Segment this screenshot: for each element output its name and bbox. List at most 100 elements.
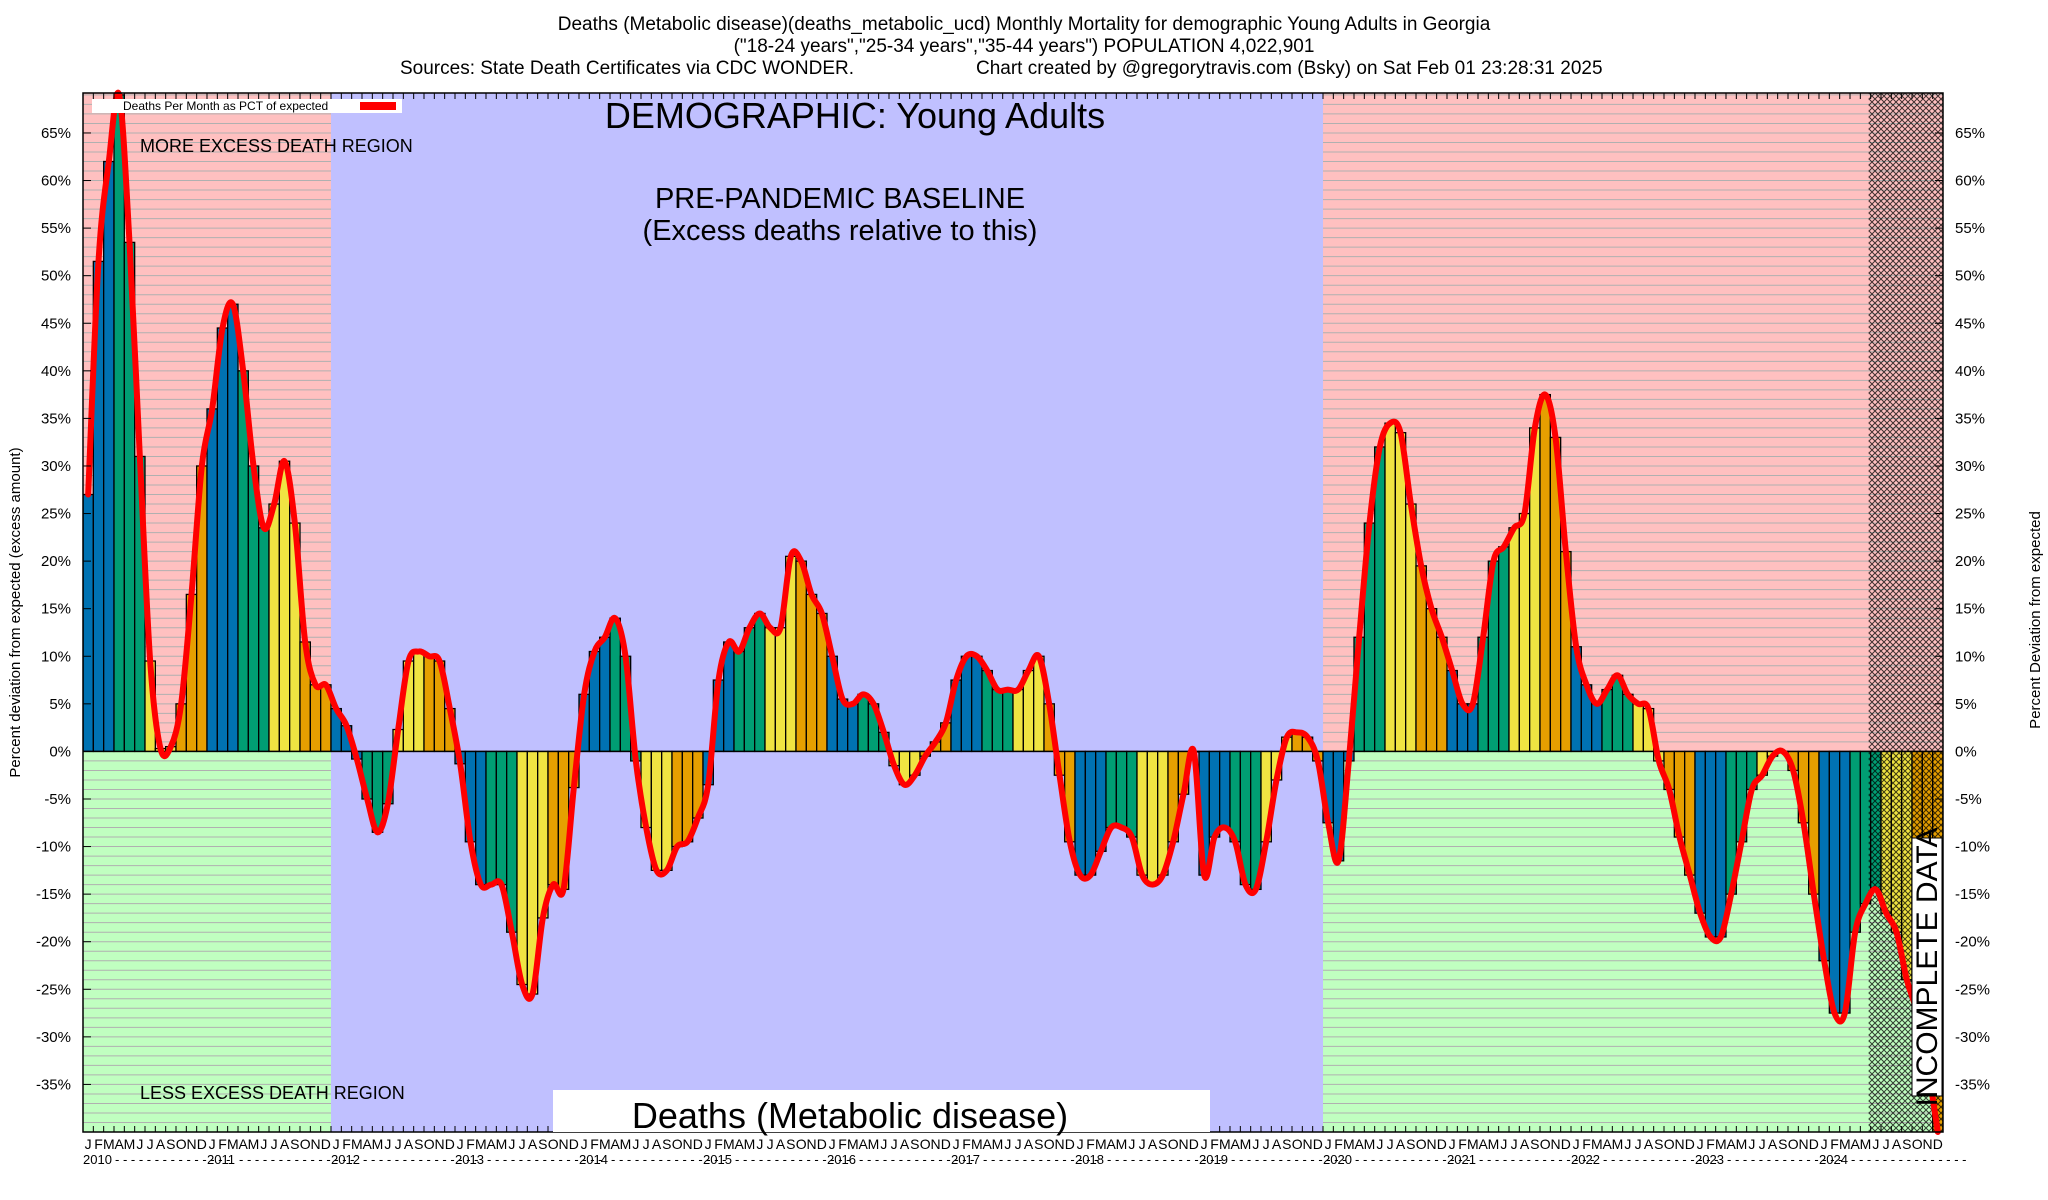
x-month-label: O <box>548 1136 559 1152</box>
y-tick-label-right: 55% <box>1955 220 1985 237</box>
x-month-label: F <box>342 1136 351 1152</box>
bar <box>971 655 983 753</box>
x-month-label: S <box>1282 1136 1291 1152</box>
x-month-label: J <box>1748 1136 1755 1152</box>
x-month-label: A <box>1520 1136 1530 1152</box>
y-tick-label-right: 15% <box>1955 601 1985 618</box>
bar <box>743 627 756 753</box>
baseline-region <box>331 93 1323 1132</box>
x-month-label: A <box>486 1136 496 1152</box>
x-year-dashes: - - - - - - - - - - - - - - - <box>1231 1152 1347 1167</box>
x-month-label: N <box>930 1136 940 1152</box>
cause-box <box>553 1090 1210 1132</box>
trend-line <box>85 89 1941 1135</box>
x-month-label: S <box>290 1136 299 1152</box>
x-year-label: 2021 <box>1447 1152 1476 1167</box>
x-year-dashes: - - - - - - - - - - - - - - - <box>1603 1152 1719 1167</box>
x-month-label: D <box>569 1136 579 1152</box>
x-year-dashes: - - - - - - - - - - - - - - - <box>1355 1152 1471 1167</box>
x-month-label: J <box>1325 1136 1332 1152</box>
x-month-label: M <box>372 1136 384 1152</box>
x-month-label: M <box>248 1136 260 1152</box>
x-month-label: F <box>714 1136 723 1152</box>
x-year-dashes: - - - - - - - - - - - - - - - <box>735 1152 851 1167</box>
y-axis-title-right: Percent Deviation from expected <box>2027 511 2044 729</box>
x-month-label: D <box>1189 1136 1199 1152</box>
x-month-label: J <box>953 1136 960 1152</box>
x-month-label: O <box>1416 1136 1427 1152</box>
x-month-label: F <box>962 1136 971 1152</box>
y-tick-label-right: 45% <box>1955 315 1985 332</box>
bar <box>774 627 787 753</box>
x-month-label: A <box>858 1136 868 1152</box>
bar <box>609 617 621 753</box>
x-month-label: M <box>1219 1136 1231 1152</box>
x-month-label: M <box>868 1136 880 1152</box>
x-month-label: J <box>581 1136 588 1152</box>
x-month-label: J <box>1872 1136 1879 1152</box>
bar <box>278 460 291 753</box>
y-tick-label-left: 55% <box>41 220 71 237</box>
x-month-label: N <box>186 1136 196 1152</box>
x-month-label: J <box>756 1136 763 1152</box>
bar <box>423 655 435 753</box>
x-month-label: D <box>1065 1136 1075 1152</box>
bar <box>1084 750 1097 876</box>
x-month-label: S <box>1778 1136 1787 1152</box>
x-month-label: M <box>971 1136 983 1152</box>
y-axis-title: Percent deviation from expected (excess … <box>7 447 24 777</box>
y-tick-label-right: -10% <box>1955 839 1990 856</box>
bar <box>103 160 115 753</box>
y-tick-label-left: -30% <box>36 1029 71 1046</box>
y-tick-label-right: 50% <box>1955 268 1985 285</box>
bar <box>661 750 673 871</box>
x-month-label: S <box>786 1136 795 1152</box>
bar <box>795 560 807 753</box>
baseline-sublabel: (Excess deaths relative to this) <box>643 215 1038 247</box>
x-month-label: J <box>632 1136 639 1152</box>
x-month-label: M <box>1736 1136 1748 1152</box>
x-month-label: A <box>1768 1136 1778 1152</box>
x-month-label: N <box>310 1136 320 1152</box>
x-month-label: O <box>424 1136 435 1152</box>
x-month-label: F <box>1210 1136 1219 1152</box>
x-month-label: A <box>404 1136 414 1152</box>
y-tick-label-right: 0% <box>1955 743 1977 760</box>
x-month-label: A <box>610 1136 620 1152</box>
x-year-dashes: - - - - - - - - - - - - - - - <box>1727 1152 1843 1167</box>
x-month-label: M <box>1240 1136 1252 1152</box>
x-month-label: D <box>1561 1136 1571 1152</box>
x-month-label: M <box>103 1136 115 1152</box>
x-month-label: J <box>147 1136 154 1152</box>
x-year-label: 2023 <box>1695 1152 1724 1167</box>
chart-subtitle: ("18-24 years","25-34 years","35-44 year… <box>733 36 1315 57</box>
y-tick-label-right: -5% <box>1955 791 1982 808</box>
incomplete-box <box>1911 837 1943 1097</box>
x-month-label: N <box>1550 1136 1560 1152</box>
x-month-label: J <box>260 1136 267 1152</box>
y-tick-label-left: 15% <box>41 601 71 618</box>
bar <box>754 612 766 753</box>
x-month-label: J <box>395 1136 402 1152</box>
bar <box>1828 750 1841 1014</box>
x-month-label: A <box>734 1136 744 1152</box>
x-month-label: N <box>682 1136 692 1152</box>
bar <box>1115 750 1128 829</box>
cause-label: Deaths (Metabolic disease) <box>632 1095 1068 1136</box>
y-tick-label-left: 50% <box>41 268 71 285</box>
x-month-label: O <box>920 1136 931 1152</box>
bar <box>485 750 497 886</box>
y-tick-label-right: 35% <box>1955 410 1985 427</box>
x-month-label: O <box>1168 1136 1179 1152</box>
x-year-label: 2010 <box>83 1152 112 1167</box>
chart-title: Deaths (Metabolic disease)(deaths_metabo… <box>557 14 1491 35</box>
x-month-label: J <box>1821 1136 1828 1152</box>
x-month-label: F <box>590 1136 599 1152</box>
bar <box>516 750 528 986</box>
x-month-label: O <box>1912 1136 1923 1152</box>
x-year-label: 2015 <box>703 1152 732 1167</box>
background-regions <box>83 93 1943 1132</box>
x-month-label: F <box>838 1136 847 1152</box>
x-month-label: J <box>891 1136 898 1152</box>
x-month-label: D <box>445 1136 455 1152</box>
